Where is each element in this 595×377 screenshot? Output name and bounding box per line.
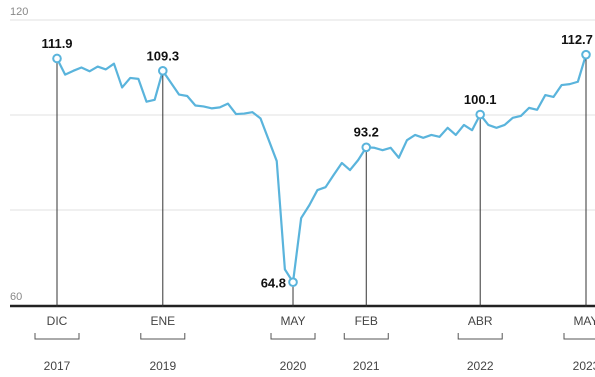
year-label: 2019 [149, 359, 176, 373]
y-tick-label: 120 [10, 6, 28, 18]
point-marker [581, 49, 591, 60]
x-tick-label: ENE [150, 314, 175, 328]
bracket [34, 333, 80, 340]
x-tick-label: DIC [47, 314, 68, 328]
year-label: 2020 [280, 359, 307, 373]
point-marker [475, 109, 486, 120]
value-label: 112.7 [561, 32, 593, 47]
bracket [270, 333, 316, 340]
year-label: 2021 [353, 359, 380, 373]
bracket [563, 333, 595, 340]
bracket [343, 333, 389, 340]
bracket [457, 333, 503, 340]
x-tick-label: MAY [280, 314, 305, 328]
y-tick-label: 60 [10, 291, 22, 303]
value-label: 100.1 [464, 92, 497, 107]
x-tick-label: FEB [355, 314, 378, 328]
data-line [56, 54, 588, 284]
bracket [140, 333, 186, 340]
point-marker [361, 142, 372, 153]
value-label: 111.9 [41, 36, 72, 51]
x-tick-label: MAY [573, 314, 595, 328]
value-label: 93.2 [354, 125, 379, 140]
year-label: 2017 [44, 359, 71, 373]
year-label: 2023 [573, 359, 595, 373]
point-marker [52, 53, 62, 64]
year-label: 2022 [467, 359, 494, 373]
x-tick-label: ABR [468, 314, 493, 328]
value-label: 64.8 [261, 276, 286, 291]
point-marker [288, 277, 298, 288]
value-label: 109.3 [147, 48, 180, 63]
point-marker [158, 66, 168, 76]
